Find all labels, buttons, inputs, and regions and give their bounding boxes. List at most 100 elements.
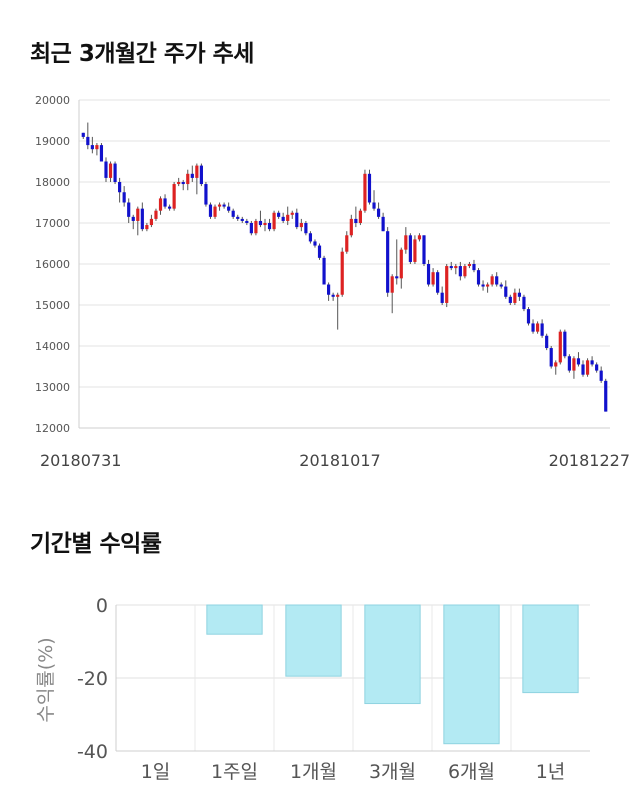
candle-body xyxy=(327,284,331,295)
candle-body xyxy=(149,218,154,226)
candle-body xyxy=(376,208,381,217)
candle-body xyxy=(545,335,549,349)
y-tick-label: 0 xyxy=(96,595,108,617)
candle-body xyxy=(136,208,140,221)
candle-body xyxy=(358,210,362,223)
x-tick-label: 20181017 xyxy=(299,451,380,470)
candle-body xyxy=(145,225,149,230)
candle-body xyxy=(585,360,590,375)
y-tick-label: 20000 xyxy=(35,94,70,107)
candle-body xyxy=(554,362,558,367)
candle-body xyxy=(272,212,276,230)
candle-body xyxy=(158,198,163,211)
candle-body xyxy=(127,202,131,217)
y-tick-label: 17000 xyxy=(35,217,70,230)
candle-body xyxy=(508,296,512,303)
return-bar xyxy=(364,604,421,705)
candle-body xyxy=(227,206,231,211)
candle-body xyxy=(417,235,422,240)
candle-body xyxy=(558,331,562,363)
candle-body xyxy=(254,220,258,234)
candle-body xyxy=(217,204,222,207)
candle-body xyxy=(286,214,290,221)
candle-body xyxy=(304,223,308,234)
candle-body xyxy=(249,223,253,234)
candle-body xyxy=(513,292,517,303)
candle-body xyxy=(317,245,322,258)
candle-body xyxy=(172,184,176,209)
x-tick-label: 20181227 xyxy=(549,451,630,470)
candle-body xyxy=(245,220,249,223)
candle-body xyxy=(399,249,403,279)
candle-body xyxy=(99,145,104,162)
candle-body xyxy=(426,264,431,285)
candle-body xyxy=(563,331,567,357)
period-return-title: 기간별 수익률 xyxy=(30,531,162,557)
candle-body xyxy=(381,216,385,232)
candle-body xyxy=(413,239,417,262)
candle-body xyxy=(390,276,394,293)
candle-body xyxy=(581,364,585,375)
return-bar xyxy=(285,604,342,677)
candle-body xyxy=(395,276,399,279)
candle-body xyxy=(177,182,181,185)
candle-body xyxy=(531,323,535,332)
candle-body xyxy=(199,165,203,185)
x-tick-label: 1개월 xyxy=(290,761,337,783)
candle-body xyxy=(349,218,353,236)
candlestick-chart: 12000 13000 14000 15000 16000 17000 18000 19000… xyxy=(35,94,630,470)
x-tick-label: 1주일 xyxy=(211,761,258,783)
candle-body xyxy=(86,136,90,146)
candle-body xyxy=(213,206,217,217)
y-tick-label: 18000 xyxy=(35,176,70,189)
candle-body xyxy=(463,266,467,277)
candle-body xyxy=(140,208,144,230)
y-tick-label: 13000 xyxy=(35,381,70,394)
candle-body xyxy=(549,348,553,367)
candle-body xyxy=(281,216,285,221)
candle-body xyxy=(204,184,208,205)
candle-body xyxy=(295,212,299,228)
candle-body xyxy=(95,145,99,150)
candle-body xyxy=(118,182,122,193)
candle-body xyxy=(231,210,235,217)
y-tick-label: -40 xyxy=(77,741,108,763)
candle-body xyxy=(367,173,372,203)
candle-body xyxy=(263,223,267,226)
candle-body xyxy=(236,216,240,219)
candle-body xyxy=(122,192,126,203)
candle-body xyxy=(322,257,326,285)
candle-body xyxy=(168,206,172,209)
candle-body xyxy=(535,323,540,332)
x-tick-label: 1년 xyxy=(536,761,566,783)
return-bar-chart: 0 -20 -40 1일 1주일 1개월 3개월 6개월 1년 수익률(%) xyxy=(35,595,590,783)
candle-body xyxy=(336,294,340,297)
candle-body xyxy=(267,223,272,230)
x-tick-label: 20180731 xyxy=(40,451,121,470)
candle-body xyxy=(190,173,194,178)
candle-body xyxy=(422,235,426,264)
x-tick-label: 3개월 xyxy=(369,761,416,783)
candle-body xyxy=(81,132,85,137)
candle-body xyxy=(195,165,199,178)
candle-body xyxy=(467,264,472,267)
candle-body xyxy=(154,210,158,219)
candle-body xyxy=(540,323,544,336)
candle-body xyxy=(222,204,226,207)
candle-body xyxy=(386,231,390,293)
candle-body xyxy=(472,264,476,271)
candle-body xyxy=(449,266,453,269)
candle-body xyxy=(208,204,213,217)
candle-body xyxy=(331,294,335,297)
candle-body xyxy=(372,202,376,209)
return-bar xyxy=(443,604,500,745)
candle-body xyxy=(590,360,594,365)
candle-body xyxy=(181,182,185,185)
return-bar xyxy=(206,604,263,635)
candle-body xyxy=(486,284,490,287)
candle-body xyxy=(504,286,508,297)
y-axis-label: 수익률(%) xyxy=(35,637,57,722)
candle-body xyxy=(340,251,344,295)
y-tick-label: 15000 xyxy=(35,299,70,312)
return-bar xyxy=(522,604,579,694)
